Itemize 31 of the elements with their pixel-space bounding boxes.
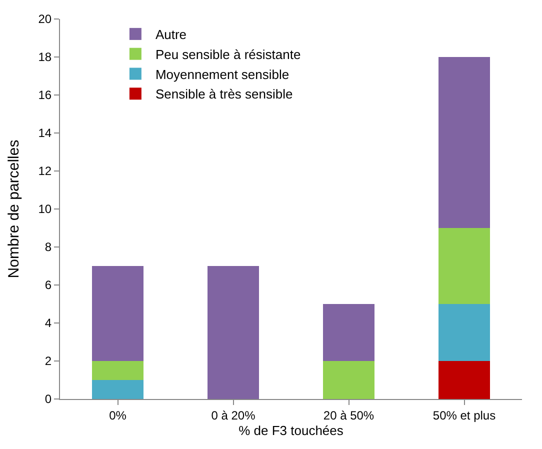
bar [92, 266, 144, 361]
y-tick-label: 8 [44, 240, 52, 254]
legend-label: Autre [155, 27, 187, 42]
bar [438, 57, 490, 228]
bar [207, 266, 260, 399]
y-tick-label: 20 [38, 12, 52, 26]
x-tick-label: 0% [109, 408, 127, 422]
x-axis-title: % de F3 touchées [238, 423, 344, 438]
legend-label: Sensible à très sensible [155, 86, 293, 102]
y-tick-label: 0 [44, 392, 52, 406]
y-tick-label: 16 [38, 88, 52, 102]
bar [438, 228, 490, 304]
x-tick-label: 20 à 50% [323, 408, 374, 422]
x-tick-label: 0 à 20% [211, 408, 256, 422]
y-tick-label: 18 [38, 50, 52, 64]
y-tick-label: 12 [38, 164, 52, 178]
y-tick-label: 2 [44, 354, 52, 368]
bar [322, 304, 375, 361]
y-tick-label: 14 [38, 126, 52, 140]
x-tick-label: 50% et plus [432, 408, 496, 422]
bar [92, 361, 144, 380]
y-tick-label: 6 [44, 278, 52, 292]
bar [438, 361, 490, 399]
y-tick-label: 10 [38, 202, 52, 216]
bar [92, 380, 144, 399]
legend-label: Moyennement sensible [155, 66, 290, 82]
bar [322, 361, 375, 399]
y-axis-title: Nombre de parcelles [5, 140, 22, 278]
y-tick-label: 4 [44, 316, 52, 330]
bar [438, 304, 490, 361]
legend-label: Peu sensible à résistante [155, 46, 301, 62]
